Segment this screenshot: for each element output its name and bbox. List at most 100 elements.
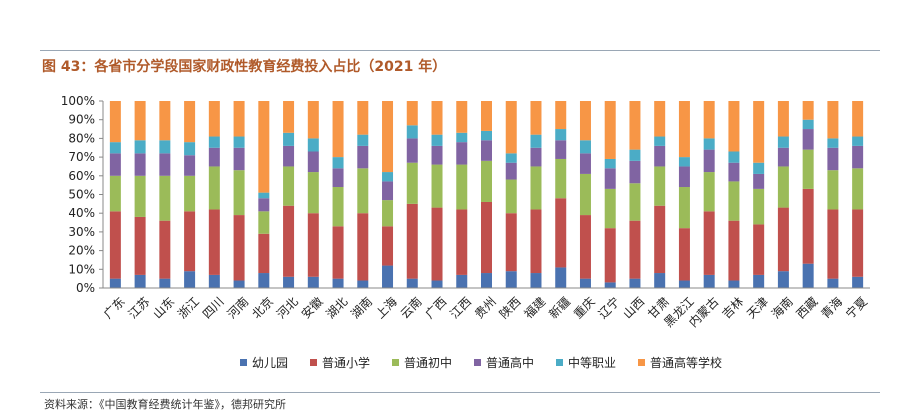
bar-segment-普通高等学校 — [258, 101, 270, 193]
bar-segment-幼儿园 — [109, 278, 121, 288]
bar-segment-中等职业 — [184, 142, 196, 156]
bar-stack-海南 — [777, 101, 789, 288]
bar-segment-幼儿园 — [134, 274, 146, 288]
bar-segment-普通高等学校 — [159, 101, 171, 141]
bar-segment-普通高等学校 — [530, 101, 542, 135]
bar-segment-普通高中 — [159, 153, 171, 176]
bar-segment-普通初中 — [456, 164, 468, 210]
bar-segment-普通小学 — [802, 188, 814, 264]
bar-segment-幼儿园 — [456, 274, 468, 288]
bar-stack-江西 — [456, 101, 468, 288]
bar-segment-中等职业 — [654, 136, 666, 146]
bar-segment-普通初中 — [629, 183, 641, 221]
bar-segment-普通高等学校 — [753, 101, 765, 163]
y-tick-label: 60% — [68, 169, 95, 183]
x-tick-label: 上海 — [372, 294, 400, 322]
bar-segment-普通高等学校 — [184, 101, 196, 143]
bar-segment-普通初中 — [827, 170, 839, 210]
bar-stack-北京 — [258, 101, 270, 288]
bar-segment-幼儿园 — [357, 280, 369, 288]
bar-segment-中等职业 — [827, 138, 839, 148]
legend-item-中等职业: 中等职业 — [556, 355, 616, 370]
bar-segment-中等职业 — [678, 157, 690, 167]
bar-stack-河北 — [283, 101, 295, 288]
x-tick-label: 浙江 — [175, 294, 202, 321]
legend-item-幼儿园: 幼儿园 — [240, 356, 288, 370]
bar-stack-上海 — [382, 101, 394, 288]
bar-segment-中等职业 — [753, 162, 765, 174]
x-tick-label: 宁夏 — [842, 294, 870, 322]
footer-rule — [40, 392, 880, 393]
bar-segment-普通高等学校 — [678, 101, 690, 158]
bar-segment-幼儿园 — [703, 274, 715, 288]
bar-segment-中等职业 — [852, 136, 864, 146]
y-tick-label: 100% — [61, 94, 95, 108]
bar-segment-普通小学 — [184, 211, 196, 272]
bar-segment-普通高中 — [802, 129, 814, 150]
x-tick-label: 山东 — [150, 294, 177, 321]
y-tick-label: 90% — [68, 113, 95, 127]
x-tick-label: 陕西 — [496, 294, 524, 322]
legend-item-普通小学: 普通小学 — [310, 355, 370, 370]
bar-segment-普通高中 — [777, 147, 789, 167]
bar-segment-普通高等学校 — [579, 101, 591, 141]
bar-segment-普通高等学校 — [654, 101, 666, 137]
header-rule — [40, 50, 880, 51]
x-tick-label: 江西 — [447, 294, 474, 321]
bar-segment-普通初中 — [382, 200, 394, 227]
bar-segment-中等职业 — [233, 136, 245, 148]
bar-segment-普通初中 — [258, 211, 270, 234]
bar-segment-普通初中 — [654, 166, 666, 206]
bar-stack-贵州 — [481, 101, 492, 288]
legend-label: 普通高中 — [486, 355, 534, 370]
bar-segment-普通初中 — [604, 188, 616, 229]
bar-segment-普通小学 — [208, 209, 220, 275]
bar-segment-普通初中 — [530, 166, 542, 210]
y-tick-label: 50% — [68, 188, 95, 202]
legend-label: 中等职业 — [568, 355, 616, 370]
bar-segment-普通小学 — [579, 215, 591, 279]
bar-stack-西藏 — [802, 101, 814, 288]
x-tick-label: 海南 — [768, 294, 796, 322]
bar-segment-普通高中 — [728, 162, 740, 182]
bar-stack-山西 — [629, 101, 641, 288]
bar-segment-中等职业 — [382, 172, 394, 182]
y-axis: 0% 10% 20% 30% 40% 50% 60% 70% 80% 90% 100% — [61, 94, 104, 295]
bar-segment-普通小学 — [456, 209, 468, 275]
x-tick-label: 吉林 — [719, 294, 746, 321]
y-tick-label: 70% — [68, 150, 95, 164]
bar-segment-普通初中 — [728, 181, 740, 221]
bar-segment-幼儿园 — [159, 278, 171, 288]
bar-stack-山东 — [159, 101, 171, 288]
bar-segment-普通高中 — [505, 162, 517, 180]
bar-segment-普通高等学校 — [431, 101, 443, 135]
bar-stack-广西 — [431, 101, 443, 288]
bar-segment-普通高中 — [827, 147, 839, 171]
bar-segment-中等职业 — [307, 138, 319, 152]
figure-title: 图 43：各省市分学段国家财政性教育经费投入占比（2021 年） — [42, 59, 447, 75]
bar-segment-幼儿园 — [283, 276, 295, 288]
bar-stack-宁夏 — [852, 101, 864, 288]
bar-segment-普通初中 — [431, 164, 443, 208]
bar-segment-普通高中 — [481, 140, 492, 161]
legend-swatch — [240, 359, 247, 366]
bar-stack-江苏 — [134, 101, 146, 288]
x-tick-label: 辽宁 — [595, 294, 623, 322]
bar-segment-幼儿园 — [530, 273, 542, 288]
bar-segment-普通初中 — [332, 187, 344, 227]
bar-segment-普通小学 — [777, 207, 789, 272]
bar-segment-普通高中 — [579, 153, 591, 174]
bar-segment-普通高中 — [852, 145, 864, 169]
bar-segment-普通小学 — [629, 220, 641, 279]
bar-segment-普通高等学校 — [728, 101, 740, 152]
bar-segment-普通小学 — [555, 198, 567, 268]
bar-segment-普通高等学校 — [283, 101, 295, 133]
bar-segment-幼儿园 — [802, 263, 814, 288]
bar-segment-中等职业 — [258, 192, 270, 199]
x-tick-label: 北京 — [249, 294, 276, 321]
bar-segment-普通高等学校 — [357, 101, 369, 135]
bar-segment-普通高中 — [678, 166, 690, 188]
bar-segment-普通高中 — [703, 149, 715, 173]
x-tick-label: 新疆 — [545, 294, 573, 322]
bar-segment-普通高中 — [555, 140, 567, 159]
